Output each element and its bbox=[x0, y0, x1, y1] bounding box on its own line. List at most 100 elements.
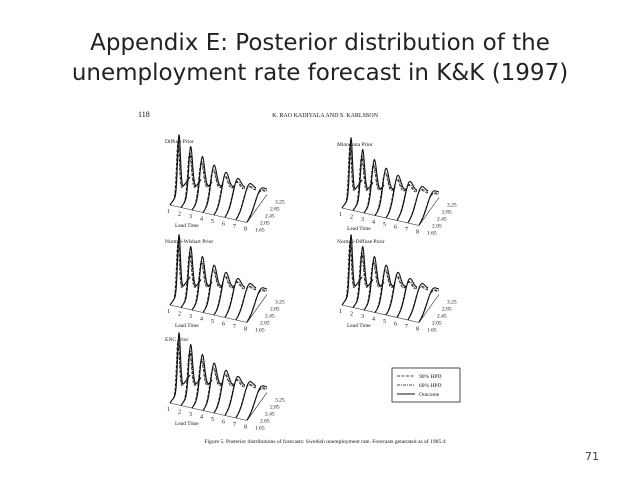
figure-page: 118 bbox=[138, 110, 150, 119]
rate-tick-label: 1.65 bbox=[427, 328, 437, 334]
density-curve bbox=[352, 148, 374, 211]
axis bbox=[418, 294, 440, 323]
panel-title: ENC Prior bbox=[165, 337, 189, 343]
lead-axis-label: Lead Time bbox=[175, 323, 199, 329]
density-curve bbox=[169, 234, 191, 306]
rate-tick-label: 1.65 bbox=[255, 328, 265, 334]
lead-tick-label: 5 bbox=[211, 219, 214, 225]
lead-axis-label: Lead Time bbox=[175, 421, 199, 427]
density-curve bbox=[385, 174, 407, 219]
lead-tick-label: 5 bbox=[211, 417, 214, 423]
lead-tick-label: 6 bbox=[394, 322, 397, 328]
density-curve bbox=[202, 169, 224, 213]
lead-tick-label: 8 bbox=[416, 327, 419, 333]
panel-title: Minnesota Prior bbox=[337, 142, 373, 148]
density-curve bbox=[352, 251, 374, 308]
axis bbox=[246, 392, 268, 421]
density-curve bbox=[224, 277, 246, 318]
lead-tick-label: 8 bbox=[244, 327, 247, 333]
density-curve bbox=[180, 151, 202, 208]
lead-tick-label: 8 bbox=[244, 425, 247, 431]
lead-axis-label: Lead Time bbox=[347, 226, 371, 232]
lead-tick-label: 3 bbox=[361, 314, 364, 320]
density-curve bbox=[396, 277, 418, 318]
lead-tick-label: 4 bbox=[200, 217, 203, 223]
lead-tick-label: 5 bbox=[383, 222, 386, 228]
rate-tick-label: 1.65 bbox=[427, 231, 437, 237]
lead-tick-label: 1 bbox=[167, 407, 170, 413]
density-curve bbox=[191, 261, 213, 311]
lead-tick-label: 5 bbox=[383, 319, 386, 325]
density-curve bbox=[191, 255, 213, 311]
lead-tick-label: 3 bbox=[189, 314, 192, 320]
lead-tick-label: 4 bbox=[200, 317, 203, 323]
caption: Figure 5. Posterior distributions of for… bbox=[204, 438, 445, 445]
rate-tick-label: 3.25 bbox=[447, 203, 457, 209]
density-curve bbox=[363, 158, 385, 214]
axis bbox=[341, 304, 420, 323]
slide-title: Appendix E: Posterior distribution of th… bbox=[90, 30, 550, 56]
lead-tick-label: 2 bbox=[350, 215, 353, 221]
rate-tick-label: 3.25 bbox=[447, 300, 457, 306]
lead-tick-label: 1 bbox=[167, 309, 170, 315]
legend-label: 60% HPD bbox=[419, 383, 441, 389]
lead-tick-label: 5 bbox=[211, 319, 214, 325]
density-curve bbox=[180, 343, 202, 406]
density-curve bbox=[385, 271, 407, 316]
axis bbox=[169, 204, 248, 223]
density-curve bbox=[246, 287, 268, 323]
density-curve bbox=[418, 190, 440, 226]
density-curve bbox=[352, 245, 374, 308]
rate-tick-label: 2.45 bbox=[265, 314, 275, 320]
density-curve bbox=[224, 375, 246, 416]
density-curve bbox=[363, 255, 385, 311]
density-curve bbox=[352, 154, 374, 211]
rate-tick-label: 3.25 bbox=[275, 300, 285, 306]
lead-tick-label: 7 bbox=[233, 422, 236, 428]
rate-tick-label: 2.45 bbox=[265, 412, 275, 418]
density-curve bbox=[407, 186, 429, 223]
lead-tick-label: 4 bbox=[372, 317, 375, 323]
rate-tick-label: 3.25 bbox=[275, 200, 285, 206]
density-curve bbox=[396, 180, 418, 221]
lead-tick-label: 6 bbox=[222, 222, 225, 228]
density-curve bbox=[202, 367, 224, 411]
density-curve bbox=[169, 332, 191, 404]
lead-tick-label: 6 bbox=[394, 225, 397, 231]
lead-tick-label: 6 bbox=[222, 322, 225, 328]
axis bbox=[341, 207, 420, 226]
density-curve bbox=[374, 264, 396, 313]
density-curve bbox=[213, 271, 235, 316]
rate-tick-label: 2.85 bbox=[270, 207, 280, 213]
density-curve bbox=[363, 261, 385, 311]
density-curve bbox=[180, 245, 202, 308]
rate-tick-label: 2.05 bbox=[260, 419, 270, 425]
density-curve bbox=[191, 359, 213, 409]
lead-axis-label: Lead Time bbox=[347, 323, 371, 329]
density-curve bbox=[213, 369, 235, 414]
lead-tick-label: 3 bbox=[189, 412, 192, 418]
lead-tick-label: 2 bbox=[178, 212, 181, 218]
rate-tick-label: 1.65 bbox=[255, 426, 265, 432]
lead-tick-label: 1 bbox=[339, 309, 342, 315]
lead-tick-label: 7 bbox=[405, 227, 408, 233]
rate-tick-label: 2.85 bbox=[270, 405, 280, 411]
rate-tick-label: 2.45 bbox=[437, 217, 447, 223]
density-curve bbox=[169, 134, 191, 206]
axis bbox=[246, 194, 268, 223]
axis bbox=[246, 294, 268, 323]
lead-tick-label: 8 bbox=[416, 230, 419, 236]
density-curve bbox=[180, 251, 202, 308]
axis bbox=[169, 402, 248, 421]
legend-box bbox=[391, 367, 461, 403]
density-curve bbox=[202, 269, 224, 313]
density-curve bbox=[180, 349, 202, 406]
lead-tick-label: 2 bbox=[178, 410, 181, 416]
legend-label: Outcome bbox=[419, 392, 440, 398]
density-curve bbox=[341, 234, 363, 306]
density-curve bbox=[374, 167, 396, 216]
density-curve bbox=[202, 264, 224, 313]
density-curve bbox=[224, 177, 246, 218]
